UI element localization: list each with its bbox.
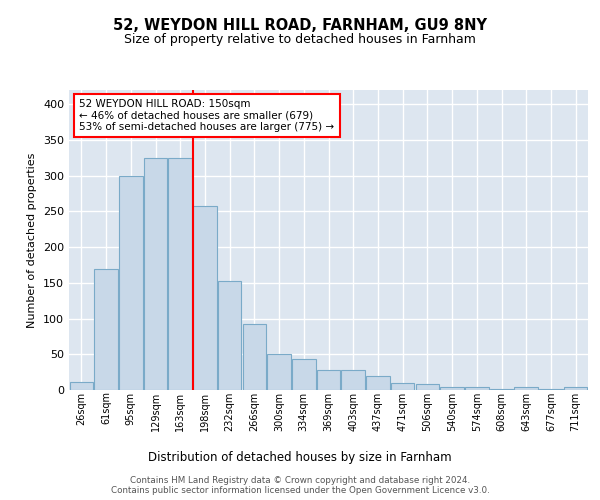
Bar: [242, 324, 266, 390]
Bar: [119, 176, 143, 390]
Text: 52, WEYDON HILL ROAD, FARNHAM, GU9 8NY: 52, WEYDON HILL ROAD, FARNHAM, GU9 8NY: [113, 18, 487, 32]
Text: Contains HM Land Registry data © Crown copyright and database right 2024.
Contai: Contains HM Land Registry data © Crown c…: [110, 476, 490, 495]
Bar: [169, 158, 192, 390]
Bar: [564, 387, 587, 390]
Bar: [416, 384, 439, 390]
Bar: [514, 387, 538, 390]
Bar: [193, 206, 217, 390]
Text: Distribution of detached houses by size in Farnham: Distribution of detached houses by size …: [148, 451, 452, 464]
Bar: [94, 268, 118, 390]
Bar: [268, 354, 291, 390]
Bar: [218, 280, 241, 390]
Bar: [70, 382, 93, 390]
Text: 52 WEYDON HILL ROAD: 150sqm
← 46% of detached houses are smaller (679)
53% of se: 52 WEYDON HILL ROAD: 150sqm ← 46% of det…: [79, 99, 335, 132]
Bar: [366, 376, 389, 390]
Text: Size of property relative to detached houses in Farnham: Size of property relative to detached ho…: [124, 32, 476, 46]
Y-axis label: Number of detached properties: Number of detached properties: [28, 152, 37, 328]
Bar: [440, 387, 464, 390]
Bar: [465, 387, 488, 390]
Bar: [144, 158, 167, 390]
Bar: [391, 383, 415, 390]
Bar: [292, 360, 316, 390]
Bar: [341, 370, 365, 390]
Bar: [317, 370, 340, 390]
